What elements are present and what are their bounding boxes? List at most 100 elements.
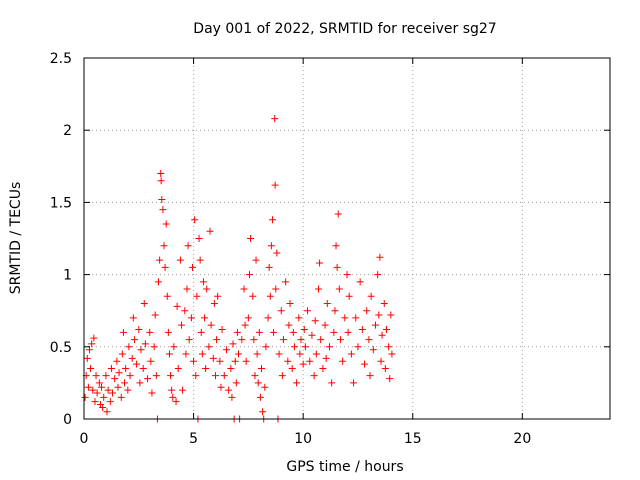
data-point <box>270 328 278 336</box>
y-tick-label: 0 <box>63 412 72 428</box>
data-point <box>191 216 199 224</box>
data-point <box>84 383 92 391</box>
data-point <box>90 334 98 342</box>
data-point <box>157 177 165 185</box>
y-tick-label: 0.5 <box>50 340 72 356</box>
data-point <box>198 350 206 358</box>
data-point <box>247 235 255 242</box>
data-point <box>125 343 133 351</box>
data-point <box>151 311 159 319</box>
data-point <box>354 343 362 351</box>
data-point <box>290 343 298 351</box>
data-point <box>213 336 221 344</box>
data-point <box>157 170 165 178</box>
data-point <box>163 292 171 300</box>
data-point <box>202 364 210 372</box>
data-point <box>249 292 257 300</box>
data-point <box>245 271 253 279</box>
data-point <box>258 364 266 372</box>
data-point <box>99 403 107 411</box>
grid-layer <box>84 58 610 419</box>
data-point <box>201 314 209 322</box>
data-point <box>196 256 204 264</box>
data-point <box>87 364 95 372</box>
data-point <box>361 360 369 368</box>
data-point <box>150 343 158 351</box>
data-point <box>93 389 101 397</box>
data-point <box>100 393 108 401</box>
data-point <box>272 285 280 293</box>
data-point <box>376 253 384 261</box>
data-point <box>271 181 279 189</box>
data-point <box>95 379 103 387</box>
x-tick-label: 15 <box>404 431 422 447</box>
data-point <box>103 408 111 416</box>
data-point <box>317 336 325 344</box>
data-point <box>378 331 386 339</box>
data-point <box>328 379 336 387</box>
data-point <box>380 299 388 307</box>
data-point <box>345 292 353 300</box>
data-point <box>242 357 250 365</box>
data-point <box>113 357 121 365</box>
data-point <box>126 372 134 380</box>
data-point <box>169 393 177 401</box>
data-point <box>363 307 371 315</box>
data-point <box>140 299 148 307</box>
data-point <box>81 393 89 401</box>
x-tick-label: 20 <box>513 431 531 447</box>
data-point <box>311 317 319 325</box>
data-point <box>333 263 341 271</box>
data-point <box>277 307 285 315</box>
ticks-layer: 0 5 10 15 20 0 0.5 1 1.5 2 2.5 <box>50 51 610 447</box>
data-point <box>268 216 276 224</box>
data-point <box>331 307 339 315</box>
data-point <box>209 354 217 362</box>
data-point <box>240 285 248 293</box>
data-point <box>144 375 152 383</box>
data-point <box>308 331 316 339</box>
data-point <box>168 386 176 394</box>
data-point <box>114 383 122 391</box>
data-point <box>152 372 160 380</box>
data-point <box>341 314 349 322</box>
data-point <box>261 383 269 391</box>
data-point <box>325 343 333 351</box>
data-point <box>322 354 330 362</box>
data-point <box>192 372 200 380</box>
data-point <box>181 307 189 315</box>
data-point <box>310 372 318 380</box>
y-tick-label: 1.5 <box>50 195 72 211</box>
data-point <box>288 364 296 372</box>
data-point <box>229 340 237 348</box>
data-point <box>306 357 314 365</box>
data-point <box>366 372 374 380</box>
data-point <box>147 357 155 365</box>
data-point <box>347 350 355 358</box>
data-point <box>387 311 395 319</box>
data-point <box>136 379 144 387</box>
data-point <box>128 354 136 362</box>
data-point <box>350 379 358 387</box>
data-point <box>118 350 126 358</box>
data-point <box>135 325 143 333</box>
data-point <box>267 242 275 250</box>
data-point <box>146 328 154 336</box>
data-point <box>210 299 218 307</box>
data-point <box>323 299 331 307</box>
data-point <box>241 321 249 329</box>
data-point <box>188 263 196 271</box>
x-tick-label: 5 <box>189 431 198 447</box>
data-point <box>85 346 93 354</box>
data-point <box>207 321 215 329</box>
data-point <box>106 398 114 406</box>
x-axis-label: GPS time / hours <box>286 459 403 475</box>
data-point <box>251 372 259 380</box>
data-point <box>253 350 261 358</box>
data-point <box>218 325 226 333</box>
x-tick-label: 10 <box>294 431 312 447</box>
data-point <box>182 350 190 358</box>
data-point <box>381 364 389 372</box>
x-tick-label: 0 <box>80 431 89 447</box>
